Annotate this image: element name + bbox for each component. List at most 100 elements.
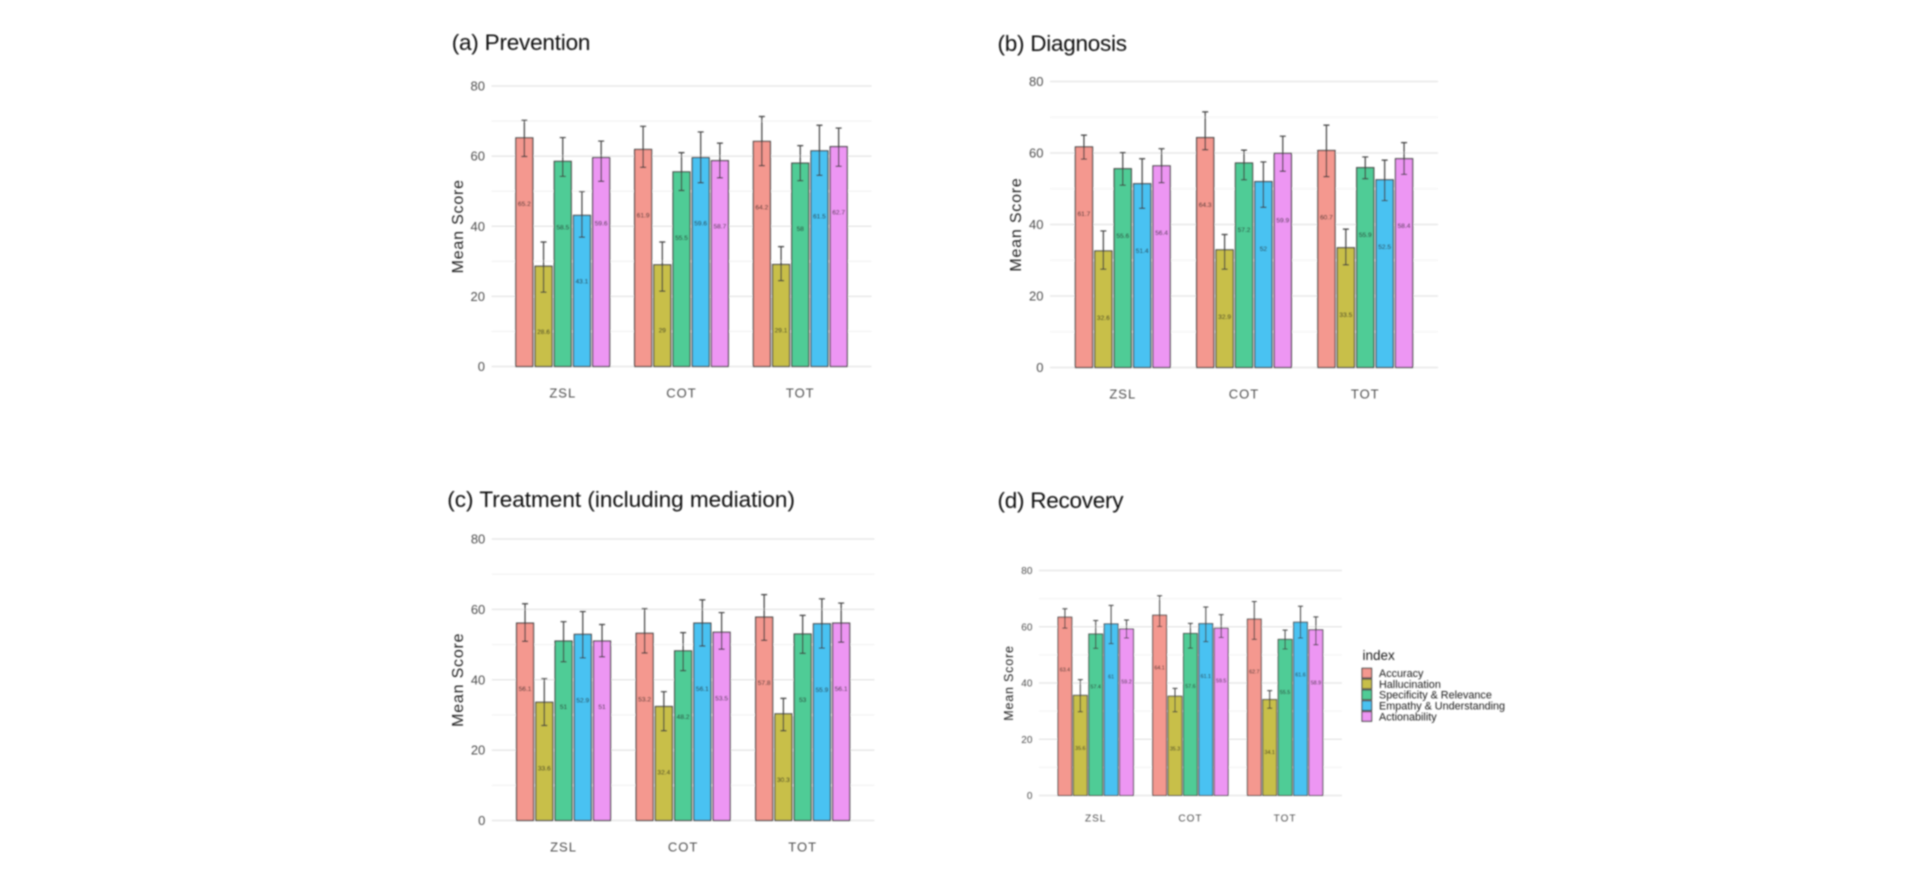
svg-text:59.9: 59.9 <box>1276 218 1289 225</box>
svg-text:58.7: 58.7 <box>713 224 726 231</box>
svg-text:Hallucination: Hallucination <box>1379 679 1441 691</box>
svg-text:56.1: 56.1 <box>835 686 848 693</box>
svg-text:32.4: 32.4 <box>657 770 670 777</box>
svg-text:61.9: 61.9 <box>637 212 650 219</box>
svg-text:51: 51 <box>560 704 568 711</box>
svg-text:COT: COT <box>1178 814 1202 825</box>
svg-text:0: 0 <box>1036 360 1043 375</box>
svg-text:COT: COT <box>1229 387 1259 402</box>
svg-text:Mean Score: Mean Score <box>450 633 467 727</box>
svg-text:64.1: 64.1 <box>1154 666 1164 672</box>
svg-text:33.6: 33.6 <box>538 765 551 772</box>
svg-text:80: 80 <box>471 79 485 94</box>
svg-text:index: index <box>1363 648 1396 663</box>
svg-text:60: 60 <box>1029 146 1043 161</box>
svg-text:51.4: 51.4 <box>1136 248 1149 255</box>
svg-text:40: 40 <box>1021 679 1033 690</box>
svg-text:32.9: 32.9 <box>1218 314 1231 321</box>
svg-text:80: 80 <box>1021 566 1033 577</box>
svg-text:Mean Score: Mean Score <box>1008 177 1025 271</box>
svg-text:60: 60 <box>471 602 485 617</box>
svg-text:55.9: 55.9 <box>815 687 828 694</box>
svg-text:58.4: 58.4 <box>1398 223 1411 230</box>
svg-text:ZSL: ZSL <box>1109 387 1136 402</box>
svg-text:55.5: 55.5 <box>675 235 688 242</box>
svg-text:30.3: 30.3 <box>777 777 790 784</box>
svg-text:60: 60 <box>1021 622 1033 633</box>
svg-text:61: 61 <box>1108 674 1114 680</box>
svg-text:ZSL: ZSL <box>549 386 576 401</box>
svg-text:62.7: 62.7 <box>832 210 845 217</box>
svg-text:Accuracy: Accuracy <box>1379 668 1424 680</box>
svg-text:20: 20 <box>1029 289 1043 304</box>
svg-text:34.1: 34.1 <box>1265 750 1275 756</box>
svg-text:61.1: 61.1 <box>1201 674 1211 680</box>
svg-text:51: 51 <box>598 704 606 711</box>
svg-text:61.5: 61.5 <box>813 214 826 221</box>
svg-text:57.4: 57.4 <box>1091 685 1101 691</box>
svg-text:57.8: 57.8 <box>758 680 771 687</box>
svg-text:56.4: 56.4 <box>1155 230 1168 237</box>
svg-text:55.6: 55.6 <box>1116 233 1129 240</box>
svg-text:40: 40 <box>471 672 485 687</box>
svg-text:29.1: 29.1 <box>775 327 788 334</box>
svg-text:20: 20 <box>471 289 485 304</box>
svg-text:52: 52 <box>1260 246 1268 253</box>
svg-text:52.9: 52.9 <box>576 697 589 704</box>
svg-text:Mean Score: Mean Score <box>1002 645 1016 720</box>
svg-text:60.7: 60.7 <box>1320 215 1333 222</box>
svg-text:TOT: TOT <box>788 840 817 855</box>
svg-text:Actionability: Actionability <box>1379 711 1437 723</box>
svg-text:58.9: 58.9 <box>1311 680 1321 686</box>
svg-text:53.2: 53.2 <box>638 696 651 703</box>
svg-text:40: 40 <box>471 219 485 234</box>
svg-text:55.9: 55.9 <box>1359 232 1372 239</box>
svg-text:60: 60 <box>471 149 485 164</box>
svg-text:57.6: 57.6 <box>1185 684 1195 690</box>
svg-text:28.6: 28.6 <box>537 329 550 336</box>
svg-text:ZSL: ZSL <box>550 840 577 855</box>
svg-text:59.6: 59.6 <box>694 220 707 227</box>
svg-text:80: 80 <box>1029 74 1043 89</box>
svg-text:COT: COT <box>668 840 698 855</box>
svg-text:64.3: 64.3 <box>1199 202 1212 209</box>
svg-text:80: 80 <box>471 532 485 547</box>
svg-text:59.5: 59.5 <box>1216 679 1226 685</box>
svg-text:43.1: 43.1 <box>576 278 589 285</box>
svg-text:(d) Recovery: (d) Recovery <box>998 488 1125 513</box>
svg-text:TOT: TOT <box>1351 387 1380 402</box>
svg-text:COT: COT <box>666 386 696 401</box>
svg-text:0: 0 <box>478 359 485 374</box>
svg-text:58: 58 <box>797 226 805 233</box>
svg-text:0: 0 <box>478 813 485 828</box>
svg-text:53.5: 53.5 <box>715 695 728 702</box>
svg-text:Mean Score: Mean Score <box>450 179 467 273</box>
svg-text:0: 0 <box>1027 791 1033 802</box>
svg-text:35.3: 35.3 <box>1170 747 1180 753</box>
svg-text:20: 20 <box>471 743 485 758</box>
svg-text:Empathy & Understanding: Empathy & Understanding <box>1379 701 1505 713</box>
svg-text:61.7: 61.7 <box>1078 211 1091 218</box>
svg-text:TOT: TOT <box>1274 814 1297 825</box>
svg-text:57.2: 57.2 <box>1238 227 1251 234</box>
svg-text:59.6: 59.6 <box>595 220 608 227</box>
svg-text:65.2: 65.2 <box>518 201 531 208</box>
svg-text:20: 20 <box>1021 735 1033 746</box>
svg-text:29: 29 <box>659 328 667 335</box>
svg-text:58.5: 58.5 <box>556 224 569 231</box>
svg-text:33.5: 33.5 <box>1339 312 1352 319</box>
svg-text:56.1: 56.1 <box>519 686 532 693</box>
svg-text:59.2: 59.2 <box>1121 679 1131 685</box>
svg-text:40: 40 <box>1029 217 1043 232</box>
svg-text:(b) Diagnosis: (b) Diagnosis <box>998 31 1127 56</box>
svg-text:ZSL: ZSL <box>1085 814 1106 825</box>
svg-text:62.7: 62.7 <box>1249 670 1259 676</box>
svg-text:55.5: 55.5 <box>1280 690 1290 696</box>
svg-text:48.2: 48.2 <box>677 714 690 721</box>
svg-text:35.6: 35.6 <box>1075 746 1085 752</box>
svg-text:53: 53 <box>799 697 807 704</box>
svg-text:(c) Treatment (including media: (c) Treatment (including mediation) <box>447 487 795 512</box>
svg-text:56.1: 56.1 <box>696 686 709 693</box>
svg-text:63.4: 63.4 <box>1060 668 1070 674</box>
svg-text:(a) Prevention: (a) Prevention <box>452 30 591 55</box>
